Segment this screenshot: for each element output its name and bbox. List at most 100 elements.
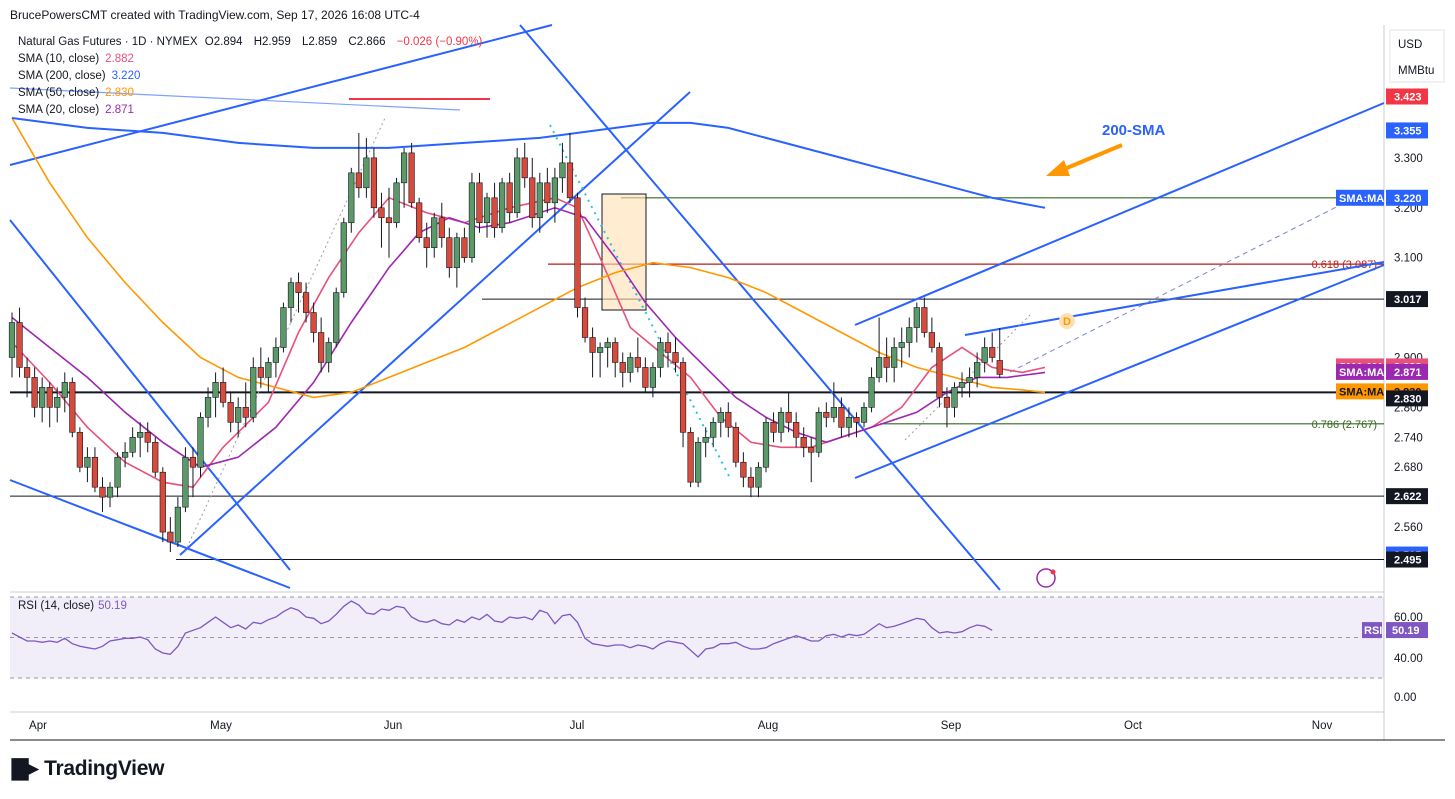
price-tag-text: 2.622 — [1394, 491, 1422, 503]
candle — [295, 282, 302, 293]
candle — [860, 407, 868, 423]
candle — [514, 157, 521, 214]
candle — [204, 397, 212, 418]
candle — [182, 456, 189, 508]
legend-symbol-row[interactable]: Natural Gas Futures · 1D · NYMEX O2.894 … — [18, 34, 486, 51]
time-tick-label: Nov — [1312, 720, 1333, 732]
candle — [310, 312, 317, 333]
legend-sma-row[interactable]: SMA (200, close) 3.220 — [18, 70, 141, 82]
candle — [770, 422, 777, 433]
candle — [785, 412, 792, 423]
price-tag-text: 2.871 — [1394, 367, 1422, 379]
candle — [265, 362, 272, 378]
candle — [498, 182, 506, 229]
candle — [544, 182, 551, 204]
legend-sma-row[interactable]: SMA (50, close) 2.830 — [18, 87, 134, 99]
trend-line — [9, 479, 291, 589]
time-tick-label: Jul — [570, 720, 585, 732]
candle — [777, 412, 785, 433]
candle — [574, 197, 581, 308]
rsi-tick-label: 40.00 — [1394, 653, 1423, 665]
time-tick-label: Aug — [758, 720, 778, 732]
sma50-line — [11, 117, 1046, 399]
candle — [340, 222, 347, 293]
candle — [634, 357, 641, 368]
candle — [913, 307, 920, 328]
candle — [943, 397, 951, 408]
candle — [378, 207, 385, 219]
candle — [891, 347, 898, 368]
price-tag-prefix — [1336, 363, 1384, 380]
trend-line — [179, 91, 691, 556]
candle — [280, 307, 287, 348]
candle — [657, 342, 664, 368]
chart-legend: Natural Gas Futures · 1D · NYMEX O2.894 … — [18, 34, 486, 119]
candle — [642, 367, 649, 388]
price-tag — [1386, 291, 1428, 308]
highlight-box — [601, 193, 647, 311]
candle — [996, 360, 1003, 375]
candle — [400, 152, 408, 184]
legend-sma-row[interactable]: SMA (10, close) 2.882 — [18, 53, 134, 65]
candle — [710, 422, 717, 438]
candle — [355, 172, 362, 189]
candle — [174, 506, 181, 543]
rsi-legend[interactable]: RSI (14, close) 50.19 — [18, 600, 127, 612]
candle — [589, 337, 596, 353]
candle — [823, 412, 830, 418]
candle — [521, 157, 528, 179]
trend-line — [9, 24, 553, 166]
candle — [928, 332, 935, 348]
trend-line — [854, 264, 1385, 479]
candle — [619, 362, 626, 373]
candle — [868, 377, 875, 408]
candle — [152, 441, 159, 473]
candle — [483, 197, 491, 224]
price-tag — [1386, 390, 1428, 407]
candle — [800, 436, 807, 448]
trend-line — [9, 87, 461, 111]
rsi-value-tag — [1386, 622, 1428, 639]
candle — [220, 382, 227, 403]
candle — [84, 456, 91, 468]
candle — [76, 431, 83, 468]
candle — [302, 292, 310, 313]
candle — [242, 407, 249, 418]
price-tag-prefix — [1336, 383, 1384, 400]
fib-level-label: 0.618 (3.087) — [1312, 259, 1377, 271]
candle — [604, 342, 611, 348]
candle — [370, 157, 378, 209]
trend-line — [519, 24, 1001, 591]
candle — [144, 431, 151, 443]
candle — [838, 407, 845, 428]
candle — [649, 367, 656, 388]
annotation-arrow-head — [1046, 160, 1070, 176]
tradingview-logo[interactable]: ▇▸ TradingView — [12, 757, 165, 780]
candle — [747, 476, 755, 488]
candle — [227, 402, 234, 423]
candle — [476, 182, 483, 224]
legend-symbol: Natural Gas Futures · 1D · NYMEX — [18, 36, 198, 48]
legend-sma-row[interactable]: SMA (20, close) 2.871 — [18, 104, 134, 116]
candle — [679, 362, 687, 433]
price-tick-label: 2.680 — [1394, 462, 1423, 474]
candle — [853, 417, 860, 423]
rsi-prefix-text: RSI — [1364, 625, 1382, 637]
candle — [39, 387, 46, 408]
legend-change: −0.026 (−0.90%) — [396, 36, 483, 48]
candle — [212, 382, 219, 398]
annotation-200sma: 200-SMA — [1102, 122, 1166, 139]
candle — [974, 362, 981, 378]
candle — [8, 322, 16, 358]
sma200-line — [11, 117, 1046, 209]
projection-line — [1009, 189, 1371, 373]
candle — [325, 342, 332, 363]
candle — [106, 486, 114, 498]
legend-open: O2.894 — [204, 36, 243, 48]
rsi-tick-label: 0.00 — [1394, 692, 1416, 704]
price-tag — [1386, 189, 1428, 206]
price-tag — [1386, 551, 1428, 568]
chart-credit: BrucePowersCMT created with TradingView.… — [10, 8, 420, 22]
price-tag — [1386, 122, 1428, 139]
